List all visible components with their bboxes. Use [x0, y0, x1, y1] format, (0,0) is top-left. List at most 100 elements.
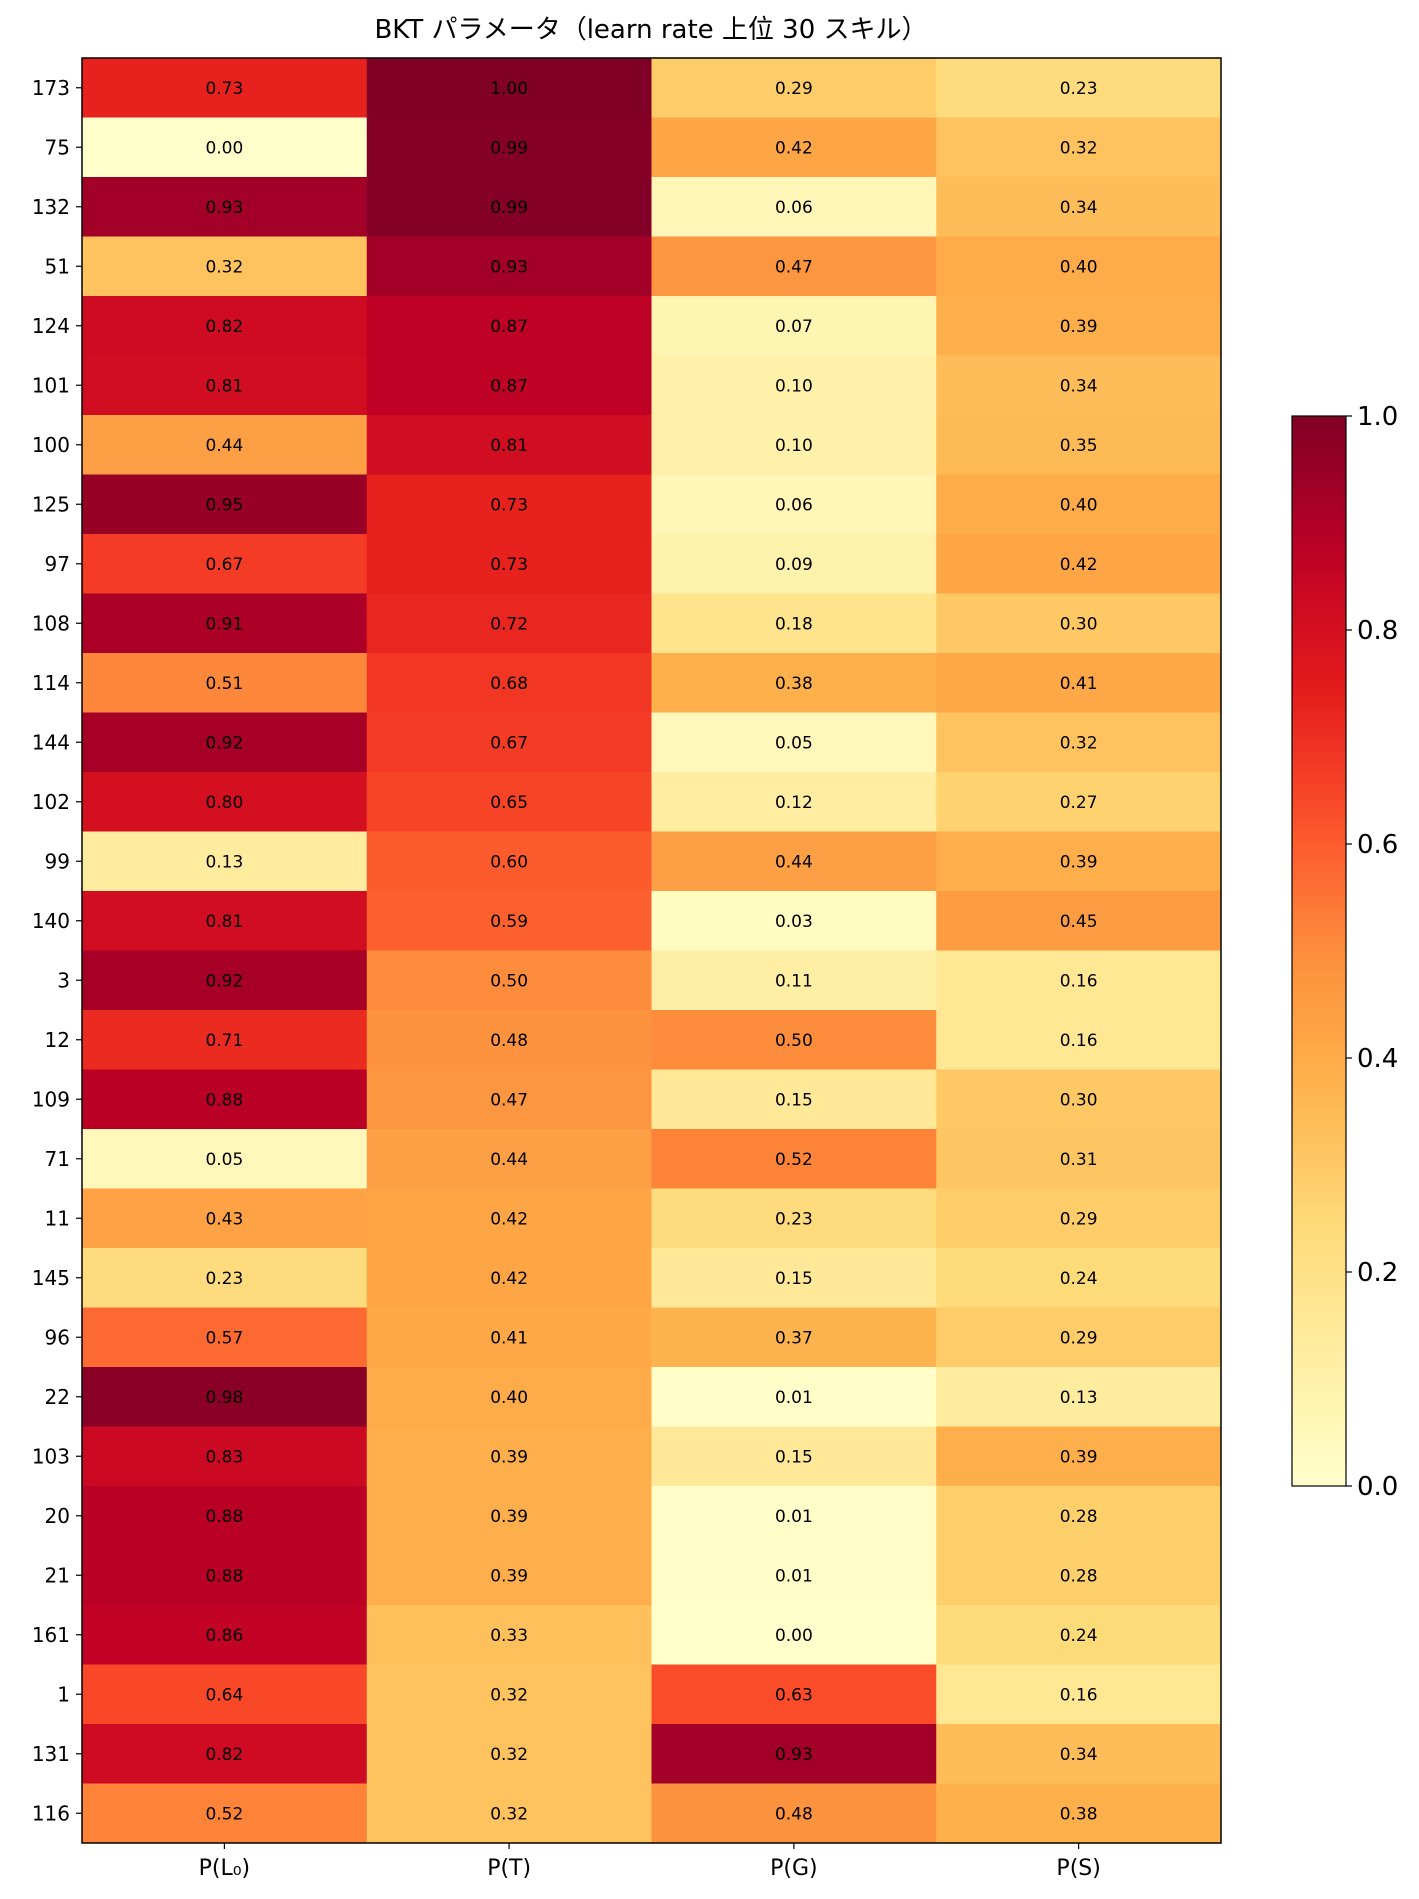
cell-label: 0.59 — [490, 912, 528, 932]
cell-label: 0.23 — [1060, 79, 1098, 99]
cell-label: 0.37 — [775, 1328, 813, 1348]
heatmap-cell — [936, 712, 1222, 773]
cell-label: 0.27 — [1060, 793, 1098, 813]
cell-label: 0.67 — [490, 733, 528, 753]
heatmap-cell — [366, 772, 652, 832]
heatmap-cell — [651, 712, 937, 773]
x-tick-label: P(T) — [487, 1856, 531, 1881]
cell-label: 0.33 — [490, 1626, 528, 1646]
heatmap-cell — [936, 1605, 1222, 1665]
heatmap-cell — [82, 1248, 368, 1308]
cell-label: 0.93 — [490, 257, 528, 277]
cell-label: 0.73 — [490, 555, 528, 575]
y-tick-label: 51 — [45, 254, 70, 278]
heatmap-cell — [82, 1724, 368, 1784]
heatmap-cell — [651, 1188, 937, 1249]
cell-label: 0.13 — [1060, 1388, 1098, 1408]
cell-label: 0.24 — [1060, 1626, 1098, 1646]
colorbar-tick-label: 1.0 — [1357, 402, 1398, 432]
heatmap-cell — [366, 891, 652, 951]
heatmap-cell — [936, 1724, 1222, 1784]
heatmap-cell — [651, 117, 937, 178]
cell-label: 0.50 — [775, 1031, 813, 1051]
heatmap-cell — [936, 236, 1222, 297]
heatmap-cell — [82, 177, 368, 237]
heatmap-cell — [82, 1664, 368, 1725]
heatmap-cell — [82, 415, 368, 475]
heatmap-cell — [366, 1129, 652, 1189]
cell-label: 0.88 — [205, 1090, 243, 1110]
heatmap-cell — [651, 891, 937, 951]
heatmap-cell — [82, 653, 368, 713]
heatmap-cell — [82, 1545, 368, 1606]
heatmap-cell — [82, 772, 368, 832]
heatmap-cell — [82, 1367, 368, 1427]
heatmap-cell — [366, 1783, 652, 1844]
cell-label: 0.92 — [205, 971, 243, 991]
cell-label: 0.80 — [205, 793, 243, 813]
heatmap-cell — [651, 653, 937, 713]
y-tick-label: 22 — [45, 1385, 70, 1409]
cell-label: 0.18 — [775, 614, 813, 634]
heatmap-cell — [936, 474, 1222, 535]
cell-label: 0.13 — [205, 852, 243, 872]
cell-label: 0.30 — [1060, 614, 1098, 634]
y-tick-label: 108 — [32, 611, 70, 635]
cell-label: 0.28 — [1060, 1507, 1098, 1527]
heatmap-cell — [82, 950, 368, 1011]
heatmap-cell — [651, 415, 937, 475]
cell-label: 0.07 — [775, 317, 813, 337]
cell-label: 0.52 — [775, 1150, 813, 1170]
cell-label: 0.81 — [490, 436, 528, 456]
chart-title: BKT パラメータ（learn rate 上位 30 スキル） — [374, 15, 927, 45]
cell-label: 0.42 — [1060, 555, 1098, 575]
heatmap-cell — [651, 58, 937, 118]
heatmap-cell — [651, 1664, 937, 1725]
cell-label: 0.09 — [775, 555, 813, 575]
cell-label: 0.81 — [205, 376, 243, 396]
heatmap-cell — [82, 355, 368, 416]
cell-label: 0.01 — [775, 1566, 813, 1586]
cell-label: 0.45 — [1060, 912, 1098, 932]
cell-label: 0.71 — [205, 1031, 243, 1051]
heatmap-cell — [82, 891, 368, 951]
cell-label: 0.41 — [1060, 674, 1098, 694]
cell-label: 0.11 — [775, 971, 813, 991]
cell-label: 0.51 — [205, 674, 243, 694]
heatmap-cell — [82, 712, 368, 773]
cell-label: 0.65 — [490, 793, 528, 813]
cell-label: 0.64 — [205, 1685, 243, 1705]
cell-label: 0.82 — [205, 317, 243, 337]
heatmap-cell — [82, 1129, 368, 1189]
heatmap-cell — [82, 534, 368, 594]
cell-label: 0.99 — [490, 198, 528, 218]
y-tick-label: 12 — [45, 1028, 70, 1052]
cell-label: 0.16 — [1060, 1031, 1098, 1051]
cell-label: 0.68 — [490, 674, 528, 694]
cell-label: 0.38 — [775, 674, 813, 694]
y-tick-label: 97 — [45, 552, 70, 576]
cell-label: 0.34 — [1060, 376, 1098, 396]
cell-label: 0.44 — [490, 1150, 528, 1170]
cell-label: 0.93 — [775, 1745, 813, 1765]
heatmap-cell — [651, 534, 937, 594]
cell-label: 0.32 — [490, 1745, 528, 1765]
cell-label: 0.98 — [205, 1388, 243, 1408]
heatmap-cell — [651, 950, 937, 1011]
heatmap-cell — [936, 117, 1222, 178]
cell-label: 0.23 — [205, 1269, 243, 1289]
heatmap-cell — [366, 1545, 652, 1606]
cell-label: 0.03 — [775, 912, 813, 932]
heatmap-cell — [936, 58, 1222, 118]
heatmap-cell — [366, 236, 652, 297]
heatmap-cell — [366, 593, 652, 654]
cell-label: 0.88 — [205, 1566, 243, 1586]
x-tick-label: P(S) — [1056, 1856, 1100, 1881]
cell-label: 1.00 — [490, 79, 528, 99]
heatmap-cell — [651, 1605, 937, 1665]
heatmap-cell — [651, 1545, 937, 1606]
y-tick-label: 144 — [32, 730, 70, 754]
heatmap-cell — [366, 653, 652, 713]
cell-label: 0.40 — [1060, 257, 1098, 277]
